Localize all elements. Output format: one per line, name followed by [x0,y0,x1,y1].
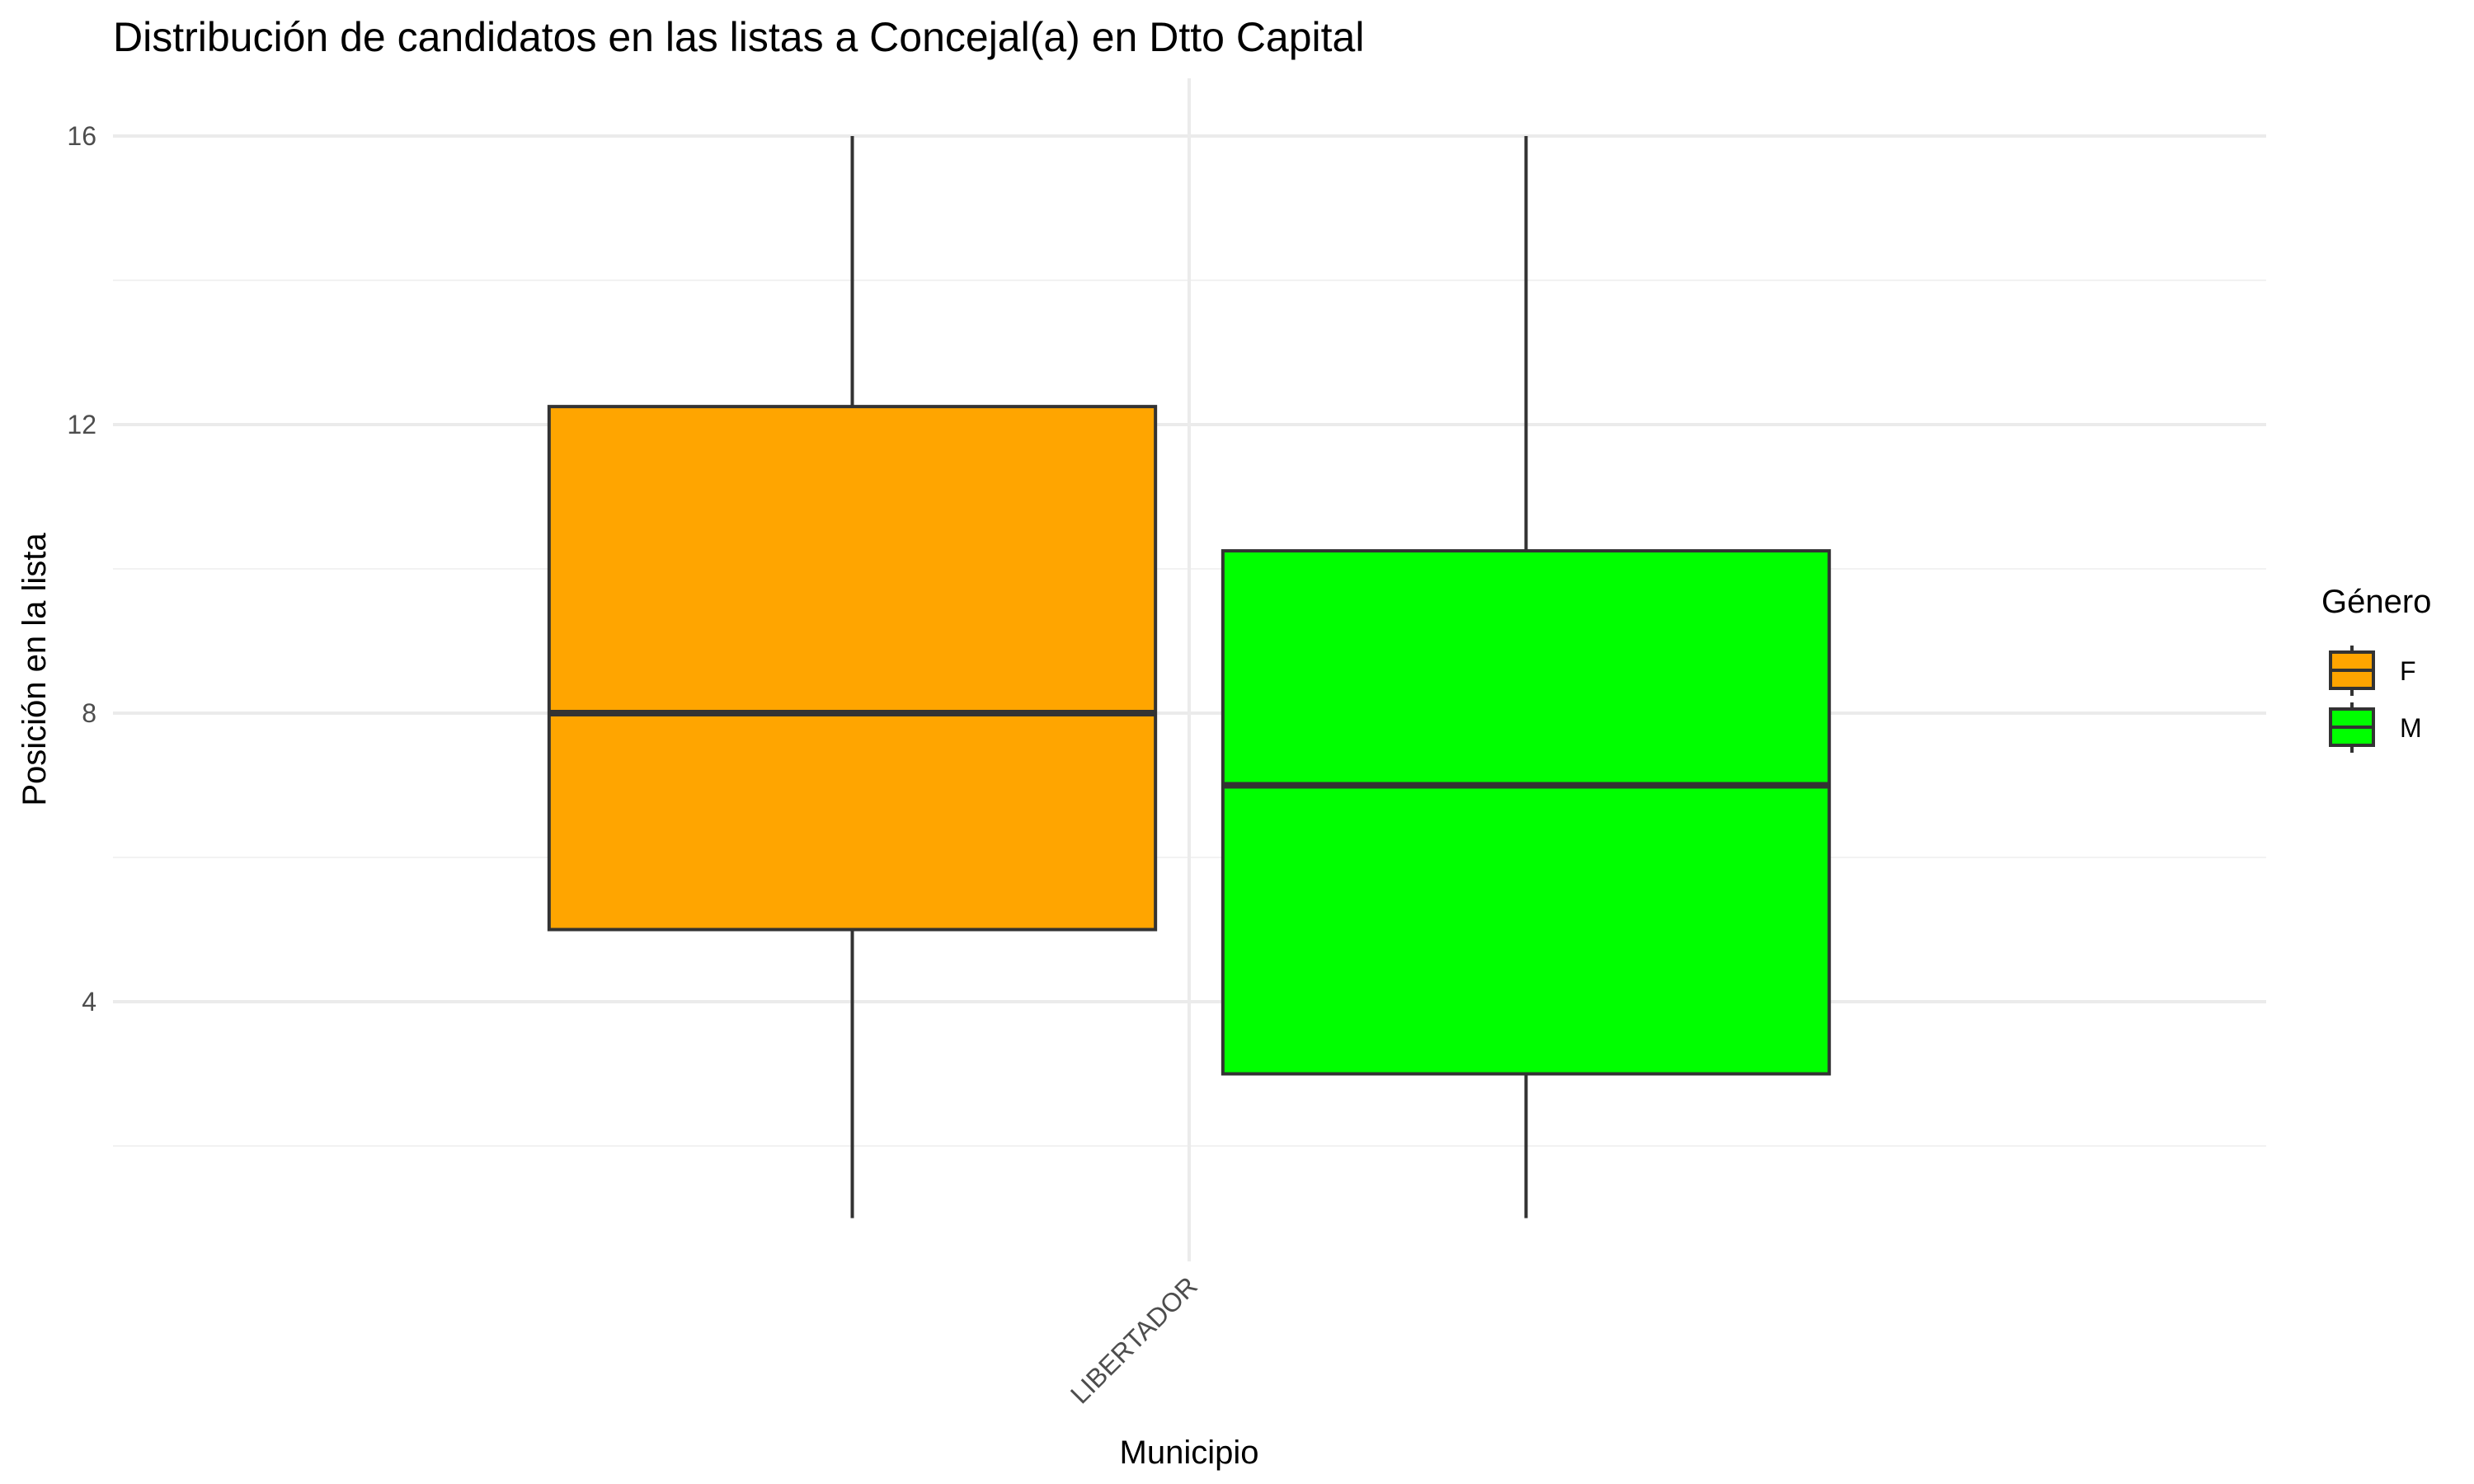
boxplot-F [547,136,1158,1219]
chart-title: Distribución de candidatos en las listas… [113,14,1364,60]
legend: Género FM [2321,584,2431,753]
legend-title: Género [2321,584,2431,620]
legend-item-F: F [2329,646,2416,696]
y-tick-label: 12 [67,410,96,439]
y-tick-label: 16 [67,121,96,151]
legend-item-M: M [2329,702,2422,753]
boxplot-M [1221,136,1832,1219]
x-axis-label: Municipio [1120,1435,1259,1471]
y-tick-label: 8 [82,698,96,728]
box [547,405,1158,932]
x-axis-ticks: LIBERTADOR [1065,1270,1203,1409]
y-axis-label: Posición en la lista [16,533,53,806]
x-tick-label: LIBERTADOR [1065,1270,1203,1409]
boxplots [547,136,1832,1219]
y-tick-label: 4 [82,987,96,1017]
box [1221,549,1832,1076]
legend-label: F [2400,656,2416,686]
y-axis-ticks: 4 8 12 16 [67,121,96,1017]
legend-label: M [2400,713,2422,743]
grid [113,78,2266,1261]
